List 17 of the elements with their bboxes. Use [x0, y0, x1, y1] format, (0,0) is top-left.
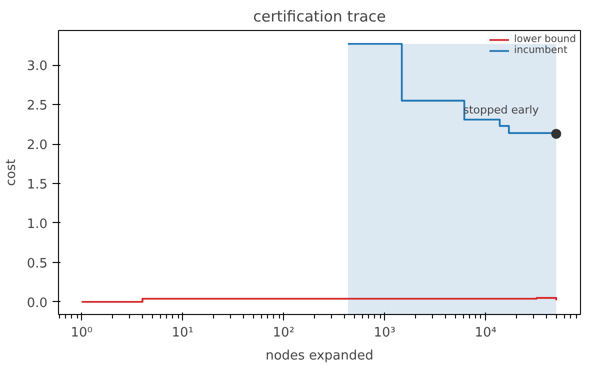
chart-title: certification trace: [253, 8, 386, 26]
x-tick-label: 10³: [374, 326, 396, 340]
y-tick-label: 1.0: [26, 216, 48, 232]
x-tick-label: 10⁴: [474, 326, 497, 340]
x-tick-label: 10²: [272, 326, 295, 340]
y-tick-label: 1.5: [26, 178, 48, 193]
y-tick-label: 0.5: [26, 256, 48, 272]
y-tick-label: 3.0: [26, 59, 48, 74]
legend-label: lower bound: [514, 34, 576, 45]
y-tick-label: 2.0: [26, 138, 48, 154]
x-tick-label: 10¹: [172, 326, 194, 340]
x-axis-title: nodes expanded: [266, 348, 374, 364]
y-tick-label: 2.5: [26, 98, 48, 114]
legend-label: incumbent: [514, 45, 568, 56]
y-axis-title: cost: [4, 159, 19, 186]
y-tick-label: 0.0: [26, 296, 48, 311]
x-tick-label: 10⁰: [70, 326, 93, 340]
